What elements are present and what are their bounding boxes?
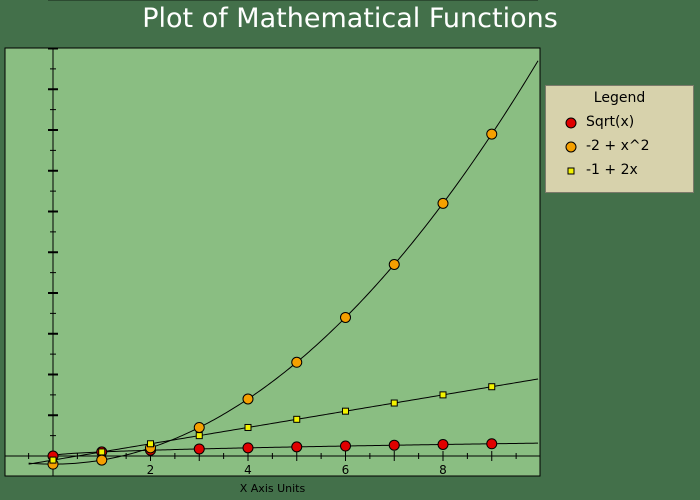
data-point-series-1 <box>96 454 108 466</box>
data-point-series-0 <box>388 439 400 451</box>
x-tick-label: 2 <box>147 463 155 477</box>
x-tick-label: 8 <box>439 463 447 477</box>
data-point-series-2 <box>147 440 154 448</box>
plot-background <box>4 47 541 477</box>
data-point-series-1 <box>388 258 400 270</box>
data-point-series-1 <box>340 311 351 323</box>
data-point-series-2 <box>390 399 398 407</box>
data-point-series-2 <box>293 415 301 423</box>
data-point-series-0 <box>193 443 205 455</box>
data-point-series-2 <box>488 383 496 391</box>
legend-label-quadratic: -2 + x^2 <box>586 138 650 154</box>
data-point-series-0 <box>340 440 351 452</box>
legend-title: Legend <box>593 90 646 106</box>
legend-label-sqrt: Sqrt(x) <box>586 114 635 130</box>
data-point-series-2 <box>98 448 106 456</box>
data-point-series-0 <box>486 438 498 450</box>
data-point-series-2 <box>195 432 203 440</box>
data-point-series-1 <box>193 421 205 433</box>
linear-curve <box>28 378 539 465</box>
legend-marker-quadratic <box>565 141 577 153</box>
data-point-series-2 <box>439 391 447 399</box>
legend-item-quadratic: -2 + x^2 <box>546 136 693 158</box>
series-markers <box>47 128 498 470</box>
data-point-series-1 <box>486 128 498 140</box>
x-tick-label: 4 <box>244 463 252 477</box>
legend-marker-sqrt <box>565 117 577 129</box>
data-point-series-2 <box>49 456 57 464</box>
data-point-series-2 <box>342 407 349 415</box>
data-point-series-1 <box>242 393 254 405</box>
legend-label-linear: -1 + 2x <box>586 162 638 178</box>
data-point-series-2 <box>244 423 252 431</box>
x-tick-label: 6 <box>342 463 350 477</box>
title-bar-line <box>48 0 538 1</box>
x-axis-label: X Axis Units <box>240 482 306 495</box>
legend-item-sqrt: Sqrt(x) <box>546 112 693 134</box>
data-point-series-1 <box>291 356 303 368</box>
legend-item-linear: -1 + 2x <box>546 160 693 182</box>
legend: Legend Sqrt(x) -2 + x^2 -1 + 2x <box>545 85 694 193</box>
data-point-series-0 <box>437 438 449 450</box>
legend-marker-linear <box>567 167 575 175</box>
quadratic-curve <box>28 60 539 465</box>
data-point-series-0 <box>291 441 303 453</box>
data-point-series-0 <box>242 442 254 454</box>
chart-title: Plot of Mathematical Functions <box>142 3 558 34</box>
data-point-series-1 <box>437 197 449 209</box>
